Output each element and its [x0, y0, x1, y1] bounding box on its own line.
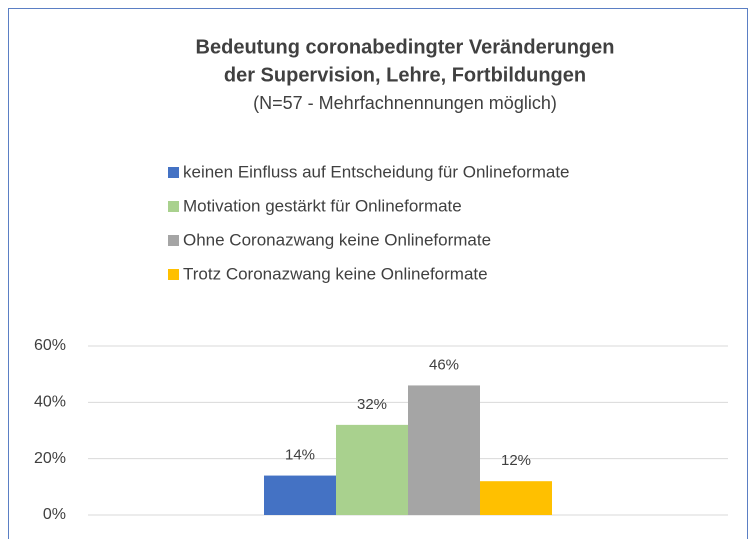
- legend-label: Ohne Coronazwang keine Onlineformate: [183, 230, 491, 249]
- bar: [480, 481, 552, 515]
- bar: [336, 424, 408, 515]
- data-label: 14%: [285, 447, 315, 464]
- chart-subtitle: (N=57 - Mehrfachnennungen möglich): [253, 93, 557, 113]
- data-label: 12%: [501, 452, 531, 469]
- bar: [264, 475, 336, 515]
- y-tick-label: 20%: [34, 450, 66, 467]
- y-tick-label: 60%: [34, 337, 66, 354]
- data-label: 32%: [357, 396, 387, 413]
- legend-label: Trotz Coronazwang keine Onlineformate: [183, 264, 488, 283]
- y-tick-label: 40%: [34, 394, 66, 411]
- legend-label: keinen Einfluss auf Entscheidung für Onl…: [183, 162, 570, 181]
- bar: [408, 385, 480, 515]
- chart-title: Bedeutung coronabedingter Veränderungen: [196, 36, 615, 58]
- data-label: 46%: [429, 356, 459, 373]
- legend-label: Motivation gestärkt für Onlineformate: [183, 196, 462, 215]
- legend-swatch: [168, 167, 179, 178]
- y-tick-label: 0%: [43, 506, 66, 523]
- chart-title: der Supervision, Lehre, Fortbildungen: [224, 64, 586, 86]
- legend-swatch: [168, 201, 179, 212]
- legend-swatch: [168, 269, 179, 280]
- legend-swatch: [168, 235, 179, 246]
